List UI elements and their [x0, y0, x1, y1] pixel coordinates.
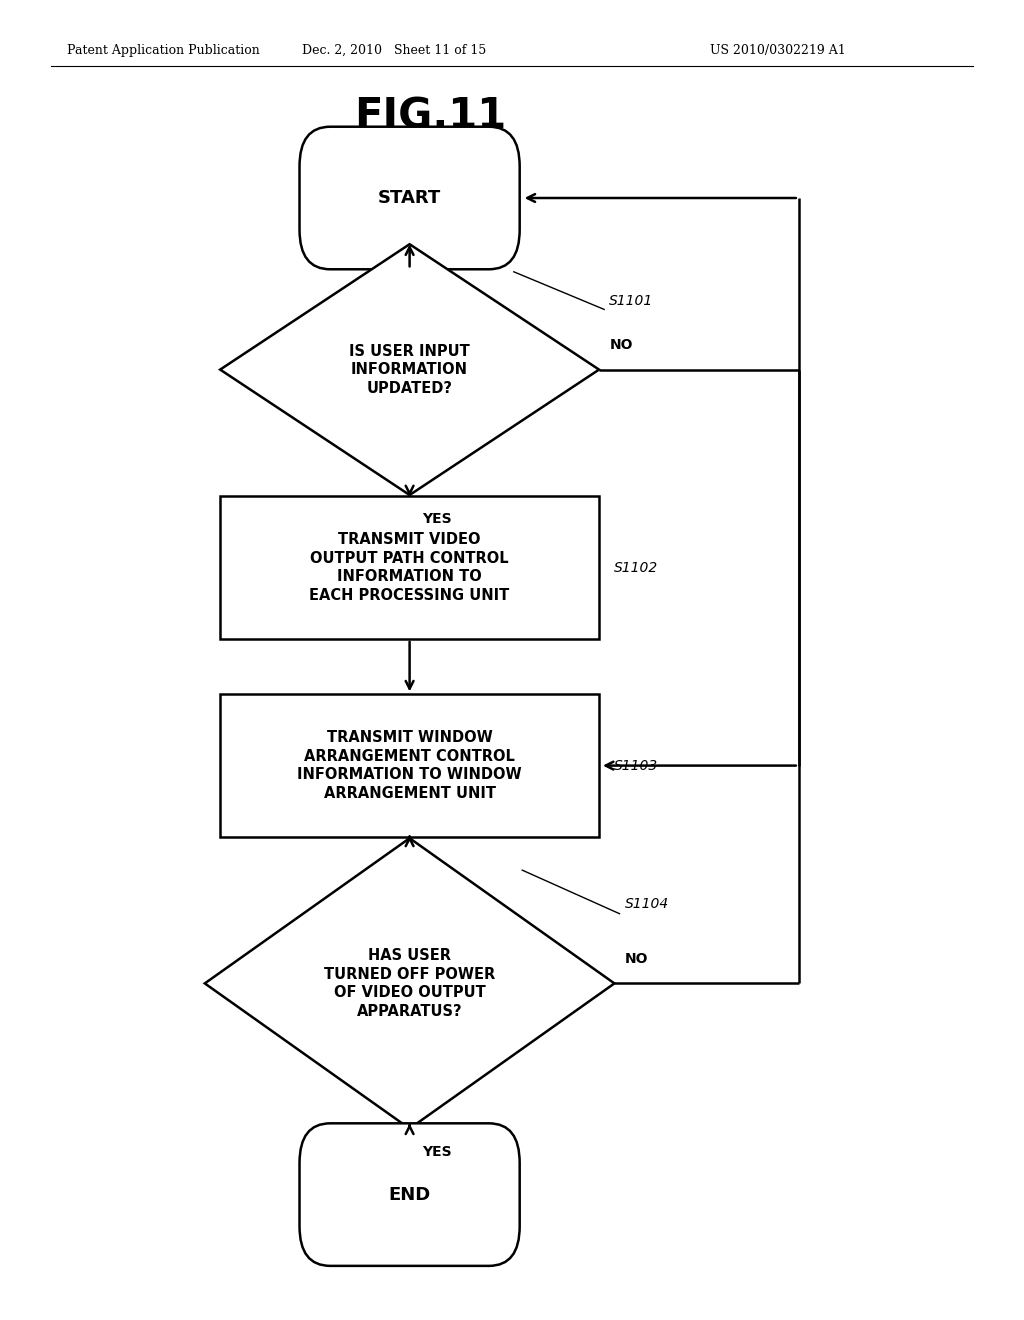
Text: S1101: S1101 [609, 293, 653, 308]
Text: FIG.11: FIG.11 [354, 95, 506, 137]
Text: S1104: S1104 [625, 896, 669, 911]
Text: HAS USER
TURNED OFF POWER
OF VIDEO OUTPUT
APPARATUS?: HAS USER TURNED OFF POWER OF VIDEO OUTPU… [324, 948, 496, 1019]
Text: Dec. 2, 2010   Sheet 11 of 15: Dec. 2, 2010 Sheet 11 of 15 [302, 44, 486, 57]
Text: TRANSMIT WINDOW
ARRANGEMENT CONTROL
INFORMATION TO WINDOW
ARRANGEMENT UNIT: TRANSMIT WINDOW ARRANGEMENT CONTROL INFO… [297, 730, 522, 801]
Text: YES: YES [422, 512, 452, 525]
Bar [220, 496, 599, 639]
Text: US 2010/0302219 A1: US 2010/0302219 A1 [711, 44, 846, 57]
Bar [220, 694, 599, 837]
Text: NO: NO [625, 952, 648, 966]
Polygon shape [220, 244, 599, 495]
Text: TRANSMIT VIDEO
OUTPUT PATH CONTROL
INFORMATION TO
EACH PROCESSING UNIT: TRANSMIT VIDEO OUTPUT PATH CONTROL INFOR… [309, 532, 510, 603]
Text: S1102: S1102 [614, 561, 658, 574]
Text: S1103: S1103 [614, 759, 658, 772]
Text: END: END [388, 1185, 431, 1204]
FancyBboxPatch shape [299, 127, 519, 269]
Text: IS USER INPUT
INFORMATION
UPDATED?: IS USER INPUT INFORMATION UPDATED? [349, 343, 470, 396]
Polygon shape [205, 838, 614, 1129]
Text: YES: YES [422, 1146, 452, 1159]
Text: START: START [378, 189, 441, 207]
Text: Patent Application Publication: Patent Application Publication [67, 44, 259, 57]
FancyBboxPatch shape [299, 1123, 519, 1266]
Text: NO: NO [609, 338, 633, 352]
